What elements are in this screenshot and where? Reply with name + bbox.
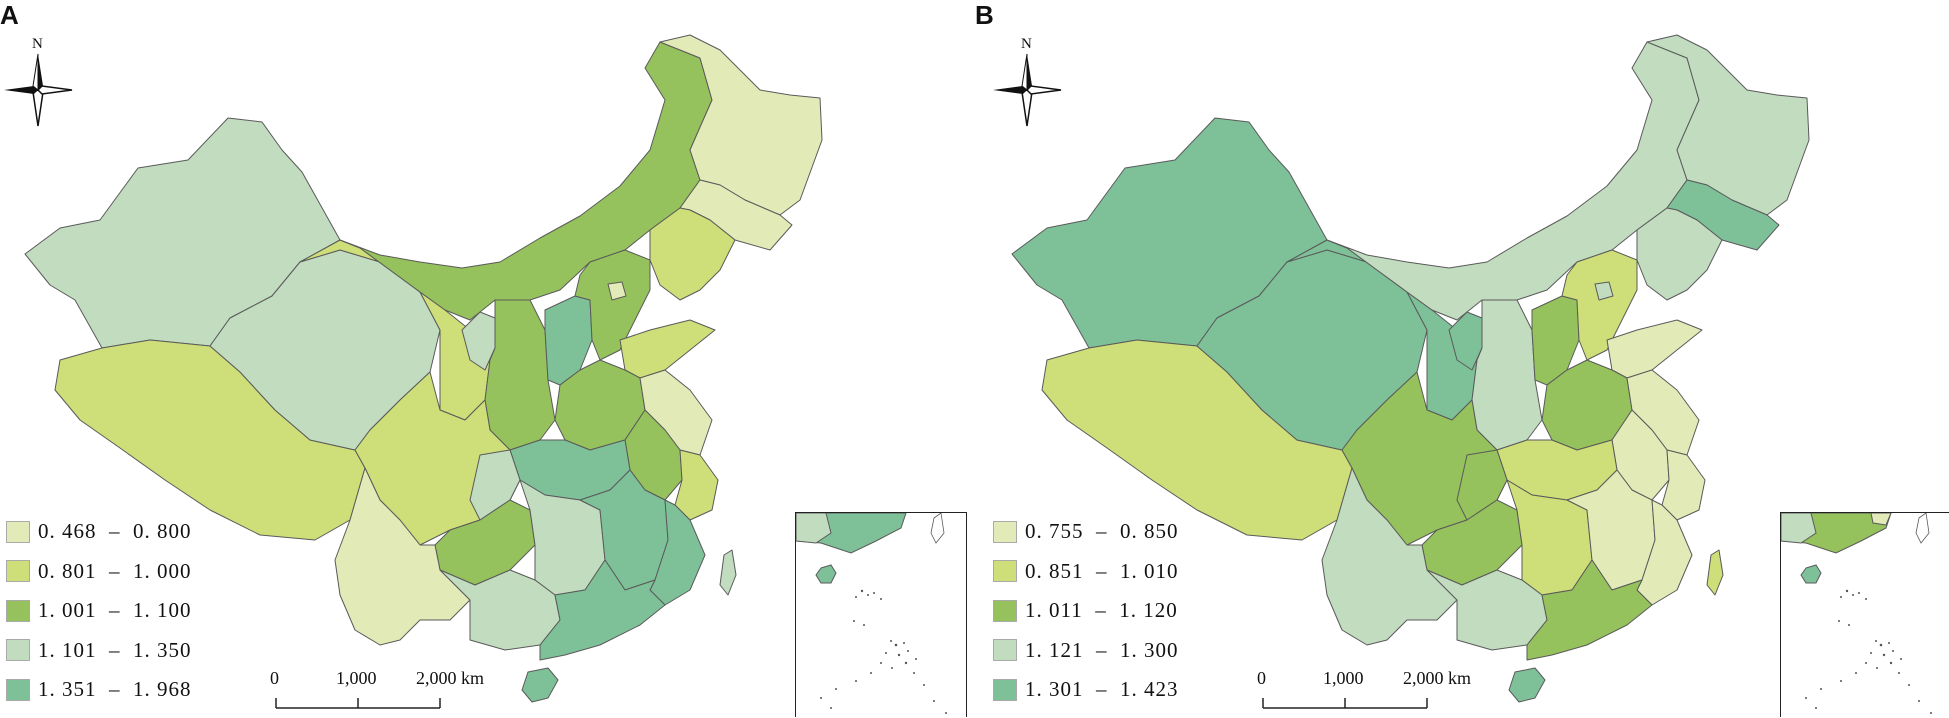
region-shandong xyxy=(1606,319,1703,379)
region-fujian xyxy=(649,499,706,606)
region-guangdong xyxy=(539,559,666,661)
region-heilongjiang xyxy=(659,34,823,216)
panel-label: B xyxy=(975,0,994,30)
scale-bar-line xyxy=(1262,698,1428,709)
legend-label: 1. 101 – 1. 350 xyxy=(38,637,192,662)
legend-label: 0. 851 – 1. 010 xyxy=(1025,558,1179,583)
scale-label: 0 xyxy=(270,668,279,688)
region-taiwan xyxy=(1706,549,1724,596)
china-map-b xyxy=(1011,34,1810,703)
region-fujian xyxy=(1636,499,1693,606)
north-arrow-icon: N xyxy=(0,36,76,128)
region-zhejiang xyxy=(674,449,719,521)
region-hainan xyxy=(1508,667,1546,703)
scale-label: 0 xyxy=(1257,668,1266,688)
china-map-a xyxy=(24,34,823,703)
legend-item: 1. 121 – 1. 300 xyxy=(993,631,1179,671)
legend-swatch xyxy=(6,678,30,701)
legend-item: 0. 755 – 0. 850 xyxy=(993,512,1179,552)
legend-label: 0. 755 – 0. 850 xyxy=(1025,519,1179,544)
legend-swatch xyxy=(6,560,30,583)
legend-label: 1. 011 – 1. 120 xyxy=(1025,598,1178,623)
north-arrow-icon: N xyxy=(989,36,1065,128)
map-panel-a: A N xyxy=(0,0,975,717)
legend-swatch xyxy=(6,639,30,662)
legend-swatch xyxy=(993,520,1017,543)
legend-label: 1. 351 – 1. 968 xyxy=(38,677,192,702)
scale-label: 1,000 xyxy=(1323,668,1364,688)
south-china-sea-inset xyxy=(795,512,967,717)
legend-item: 0. 468 – 0. 800 xyxy=(6,512,192,552)
legend-label: 1. 001 – 1. 100 xyxy=(38,598,192,623)
legend-swatch xyxy=(993,560,1017,583)
region-guangdong xyxy=(1526,559,1653,661)
region-hainan xyxy=(521,667,559,703)
legend-item: 1. 301 – 1. 423 xyxy=(993,670,1179,710)
legend-swatch xyxy=(6,520,30,543)
region-beijing xyxy=(1594,281,1614,301)
scale-bar-line xyxy=(275,698,441,709)
region-beijing xyxy=(607,281,627,301)
legend-item: 1. 101 – 1. 350 xyxy=(6,631,192,671)
legend-item: 0. 801 – 1. 000 xyxy=(6,552,192,592)
south-china-sea-inset xyxy=(1780,512,1949,717)
legend: 0. 755 – 0. 850 0. 851 – 1. 010 1. 011 –… xyxy=(993,512,1179,710)
legend-label: 1. 301 – 1. 423 xyxy=(1025,677,1179,702)
scale-label: 1,000 xyxy=(336,668,377,688)
region-liaoning xyxy=(649,207,736,301)
legend: 0. 468 – 0. 800 0. 801 – 1. 000 1. 001 –… xyxy=(6,512,192,710)
legend-item: 1. 001 – 1. 100 xyxy=(6,591,192,631)
scale-label: 2,000 km xyxy=(1403,668,1472,688)
north-label: N xyxy=(1021,36,1032,52)
region-hebei xyxy=(574,249,651,361)
legend-swatch xyxy=(6,599,30,622)
region-taiwan xyxy=(719,549,737,596)
region-heilongjiang xyxy=(1646,34,1810,216)
legend-swatch xyxy=(993,678,1017,701)
legend-label: 1. 121 – 1. 300 xyxy=(1025,637,1179,662)
region-shandong xyxy=(619,319,716,379)
legend-swatch xyxy=(993,599,1017,622)
region-yunnan xyxy=(334,467,471,646)
legend-item: 1. 011 – 1. 120 xyxy=(993,591,1179,631)
region-hebei xyxy=(1561,249,1638,361)
legend-item: 1. 351 – 1. 968 xyxy=(6,670,192,710)
legend-item: 0. 851 – 1. 010 xyxy=(993,552,1179,592)
map-panel-b: B N xyxy=(975,0,1949,717)
legend-label: 0. 468 – 0. 800 xyxy=(38,519,192,544)
legend-swatch xyxy=(993,639,1017,662)
region-zhejiang xyxy=(1661,449,1706,521)
region-liaoning xyxy=(1636,207,1723,301)
north-label: N xyxy=(32,36,43,52)
scale-label: 2,000 km xyxy=(416,668,485,688)
panel-label: A xyxy=(0,0,19,30)
legend-label: 0. 801 – 1. 000 xyxy=(38,558,192,583)
region-yunnan xyxy=(1321,467,1458,646)
